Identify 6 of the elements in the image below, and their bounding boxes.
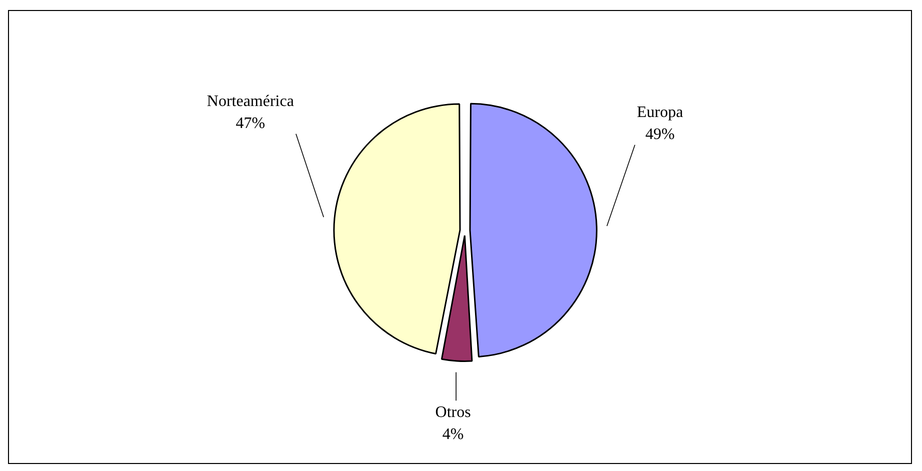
data-label: 4% bbox=[442, 426, 464, 443]
data-label: 47% bbox=[236, 115, 266, 132]
slice-label: Otros bbox=[435, 404, 471, 421]
slice-label: Europa bbox=[636, 104, 684, 122]
slice-label: Norteamérica bbox=[206, 93, 294, 110]
data-label: 49% bbox=[645, 126, 675, 144]
